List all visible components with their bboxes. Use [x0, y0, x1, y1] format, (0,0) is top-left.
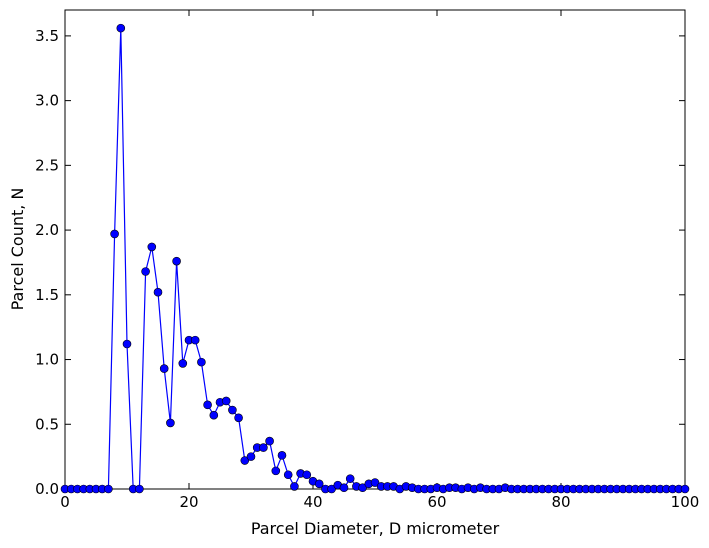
x-tick-label: 80 [551, 493, 570, 511]
data-point [166, 418, 175, 428]
data-point [240, 456, 250, 465]
data-point [228, 405, 237, 415]
data-point [246, 452, 256, 461]
x-tick-label: 60 [427, 493, 446, 511]
data-point [203, 400, 212, 410]
data-point [265, 436, 274, 446]
y-tick-label: 0.0 [35, 480, 59, 498]
data-point [680, 484, 690, 494]
data-point [153, 287, 163, 297]
x-tick-label: 100 [671, 493, 700, 511]
data-point [327, 484, 336, 494]
x-axis-label: Parcel Diameter, D micrometer [251, 519, 500, 538]
data-point [314, 479, 324, 489]
data-point [283, 470, 293, 480]
data-point [277, 451, 287, 460]
data-point [135, 484, 144, 494]
data-point [159, 364, 169, 373]
y-tick-label: 3.0 [35, 92, 59, 110]
y-tick-label: 2.5 [35, 156, 59, 174]
data-point [234, 413, 243, 423]
y-tick-label: 2.0 [35, 221, 59, 239]
plot-area [64, 9, 686, 490]
y-tick-label: 1.5 [35, 286, 59, 304]
data-point [190, 335, 200, 345]
data-point [302, 470, 312, 480]
data-point [116, 23, 126, 33]
series-markers [60, 23, 690, 494]
y-tick-label: 1.0 [35, 351, 59, 369]
y-tick-label: 0.5 [35, 415, 59, 433]
data-point [209, 410, 219, 420]
data-point [290, 482, 299, 491]
data-point [141, 267, 150, 276]
data-point [259, 443, 268, 452]
data-point [147, 242, 157, 252]
data-point [172, 256, 181, 266]
data-point [358, 483, 367, 493]
data-point [370, 478, 380, 487]
tick-labels: 0 20 40 60 80 100 0.0 0.5 1.0 1.5 2.0 2.5 3.0 3.5 [35, 27, 699, 511]
data-point [339, 483, 349, 493]
data-point [110, 229, 119, 239]
data-point [221, 396, 231, 406]
data-point [271, 466, 281, 476]
x-tick-label: 40 [303, 493, 322, 511]
data-point [345, 474, 355, 483]
data-point [178, 359, 188, 368]
y-tick-label: 3.5 [35, 27, 59, 45]
data-point [104, 484, 113, 494]
x-tick-label: 0 [60, 493, 70, 511]
y-axis-label: Parcel Count, N [8, 188, 27, 311]
data-point [122, 339, 132, 349]
x-tick-label: 20 [179, 493, 198, 511]
data-point [197, 357, 206, 367]
